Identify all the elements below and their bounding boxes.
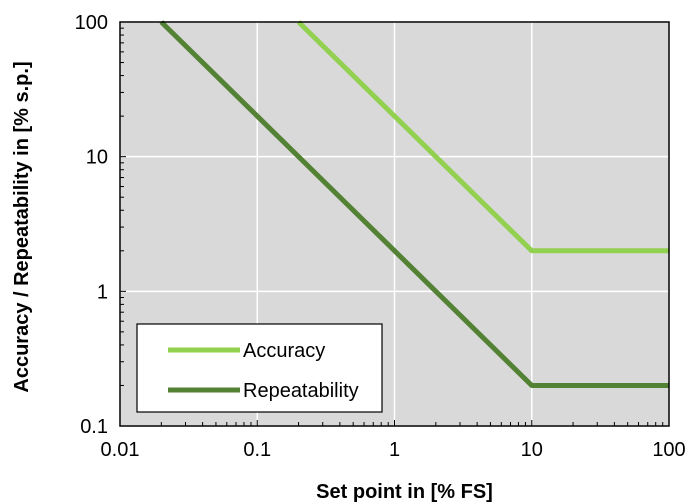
legend: Accuracy Repeatability (136, 323, 383, 413)
series-lines (159, 20, 669, 388)
x-tick-label: 0.1 (243, 439, 271, 461)
x-tick-label: 100 (652, 439, 685, 461)
y-tick-label: 10 (86, 147, 108, 169)
x-axis-title: Set point in [% FS] (316, 481, 493, 503)
x-tick-label: 10 (521, 439, 543, 461)
y-tick-label: 0.1 (80, 416, 108, 438)
legend-label-repeatability: Repeatability (243, 380, 359, 402)
legend-label-accuracy: Accuracy (243, 340, 325, 362)
legend-box (136, 323, 383, 413)
series-line-accuracy (296, 20, 669, 254)
y-axis-title: Accuracy / Repeatability in [% s.p.] (11, 61, 33, 392)
x-tick-label: 0.01 (101, 439, 140, 461)
series-line-repeatability (159, 20, 669, 388)
y-tick-label: 100 (75, 12, 108, 34)
x-tick-label: 1 (389, 439, 400, 461)
axis-ticks (119, 27, 670, 427)
y-tick-label: 1 (97, 281, 108, 303)
